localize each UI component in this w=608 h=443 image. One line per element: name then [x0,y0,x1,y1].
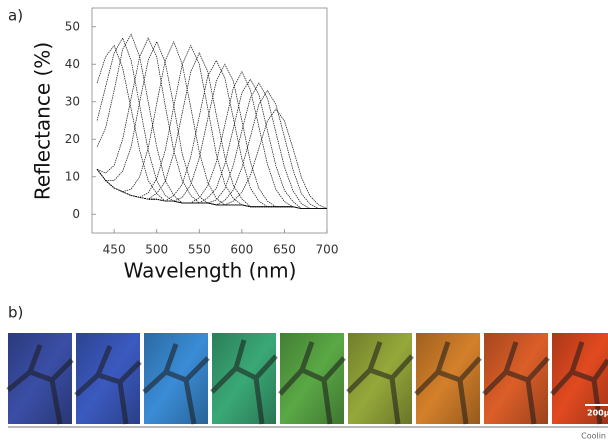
y-tick-label: 50 [65,19,80,33]
y-tick-label: 0 [72,207,80,221]
spectrum-line [96,44,327,209]
y-tick-label: 10 [65,169,80,183]
spectrum-line [96,63,327,209]
spectrum-line [96,108,328,209]
x-tick-label: 550 [188,243,211,257]
y-axis-label: Reflectance (%) [31,42,55,200]
spectrum-line [96,40,327,209]
spectrum-line [96,33,327,209]
spectrum-line [96,59,327,209]
x-tick-label: 700 [316,243,339,257]
y-tick-label: 30 [65,94,80,108]
plot-frame [91,7,328,234]
y-tick-label: 40 [65,57,80,71]
y-tick-label: 20 [65,132,80,146]
spectrum-line [96,37,327,209]
footer-text: Coolin [581,432,606,441]
x-tick-label: 600 [230,243,253,257]
scale-label: 200μ [587,409,608,418]
spectrum-line [96,52,327,209]
spectrum-line [96,44,327,209]
x-tick-label: 500 [145,243,168,257]
x-tick-label: 650 [273,243,296,257]
image-strip: 200μ [6,333,608,425]
spectrum-line [96,40,327,209]
scale-bar [585,404,608,406]
x-tick-label: 450 [103,243,126,257]
x-axis-label: Wavelength (nm) [124,259,297,283]
panel-label: b) [8,304,23,322]
panel-label: a) [8,7,23,25]
